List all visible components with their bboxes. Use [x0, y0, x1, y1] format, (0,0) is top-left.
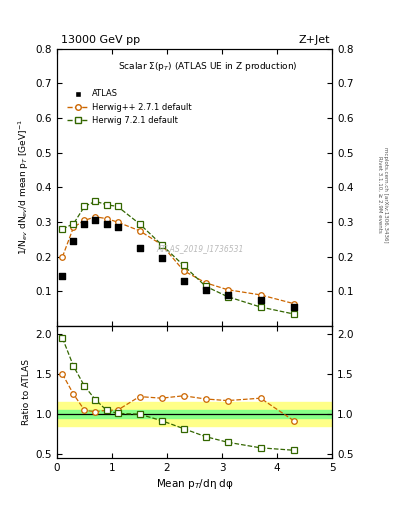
- Bar: [57, 402, 332, 426]
- Point: [158, 254, 165, 263]
- Point: [290, 303, 297, 311]
- Point: [59, 272, 66, 280]
- Text: Scalar Σ(p$_T$) (ATLAS UE in Z production): Scalar Σ(p$_T$) (ATLAS UE in Z productio…: [118, 60, 298, 73]
- Point: [92, 216, 99, 224]
- Legend: ATLAS, Herwig++ 2.7.1 default, Herwig 7.2.1 default: ATLAS, Herwig++ 2.7.1 default, Herwig 7.…: [64, 86, 195, 128]
- Text: Rivet 3.1.10, ≥ 2.9M events: Rivet 3.1.10, ≥ 2.9M events: [377, 156, 382, 233]
- Point: [136, 244, 143, 252]
- Point: [81, 220, 88, 228]
- Text: mcplots.cern.ch [arXiv:1306.3436]: mcplots.cern.ch [arXiv:1306.3436]: [383, 147, 387, 242]
- Point: [224, 291, 231, 299]
- Text: Z+Jet: Z+Jet: [299, 34, 330, 45]
- Y-axis label: Ratio to ATLAS: Ratio to ATLAS: [22, 359, 31, 425]
- Point: [257, 296, 264, 304]
- Text: ATLAS_2019_I1736531: ATLAS_2019_I1736531: [156, 244, 244, 253]
- Point: [202, 286, 209, 294]
- Text: 13000 GeV pp: 13000 GeV pp: [61, 34, 140, 45]
- Point: [114, 223, 121, 231]
- Point: [180, 277, 187, 285]
- Bar: [57, 410, 332, 418]
- Point: [103, 220, 110, 228]
- Y-axis label: 1/N$_{ev}$ dN$_{ev}$/d mean p$_T$ [GeV]$^{-1}$: 1/N$_{ev}$ dN$_{ev}$/d mean p$_T$ [GeV]$…: [17, 119, 31, 255]
- X-axis label: Mean p$_T$/dη dφ: Mean p$_T$/dη dφ: [156, 477, 233, 492]
- Point: [70, 237, 77, 245]
